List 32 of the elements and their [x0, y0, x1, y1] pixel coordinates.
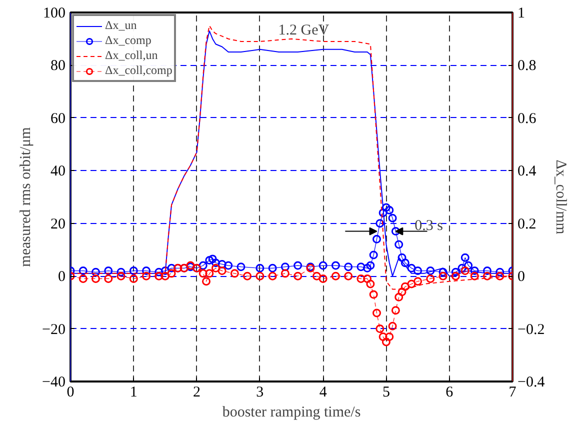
x-tick-label: 4	[319, 384, 328, 400]
y-tick-label: −20	[42, 322, 66, 338]
y2-tick-label: 1	[518, 6, 525, 22]
y2-tick-label: 0.6	[518, 110, 537, 127]
y-tick-label: 100	[43, 6, 66, 22]
x-tick-label: 1	[130, 384, 138, 400]
y-tick-label: 20	[50, 216, 66, 232]
x-tick-label: 5	[382, 384, 390, 400]
annotation: 1.2 GeV	[278, 22, 330, 38]
y-tick-label: 0	[58, 269, 66, 286]
legend-label: Δx_comp	[105, 33, 152, 48]
y2-tick-label: 0.2	[518, 216, 536, 232]
annotation: 0.3 s	[414, 218, 444, 234]
x-tick-label: 2	[193, 384, 201, 400]
y2-tick-label: 0	[518, 269, 525, 286]
y2-tick-label: −0.4	[518, 374, 546, 390]
y2-axis-title: Δx_coll/mm	[552, 160, 569, 235]
x-axis-title: booster ramping time/s	[222, 404, 361, 420]
legend-label: Δx_coll,un	[105, 48, 158, 63]
y2-tick-label: −0.2	[518, 322, 545, 338]
legend-label: Δx_coll,comp	[105, 63, 172, 78]
y-tick-label: 80	[50, 58, 66, 74]
x-tick-label: 6	[446, 384, 454, 400]
y-tick-label: 60	[50, 110, 66, 127]
x-tick-label: 7	[508, 384, 517, 400]
legend-label: Δx_un	[105, 18, 137, 33]
y-tick-label: 40	[50, 164, 66, 180]
x-tick-label: 3	[256, 384, 264, 400]
y2-tick-label: 0.4	[518, 164, 537, 180]
y2-tick-label: 0.8	[518, 58, 536, 74]
y-axis-title: measured rms orbit/μm	[18, 126, 34, 267]
y-tick-label: −40	[42, 374, 66, 390]
